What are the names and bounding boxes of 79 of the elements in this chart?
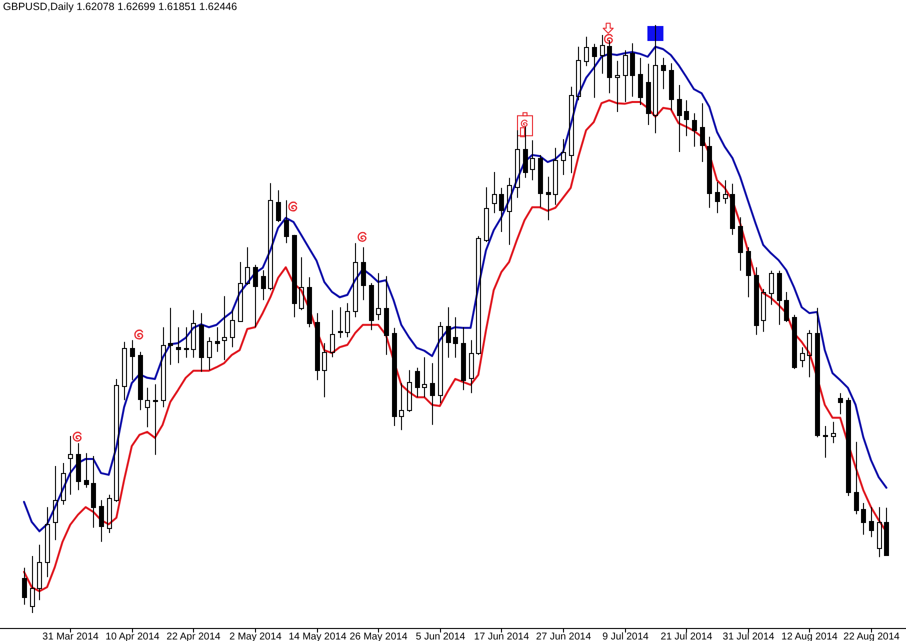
candlestick [207,336,212,371]
x-tick-label: 17 Jun 2014 [474,632,530,641]
candlestick [61,462,66,506]
candlestick [361,246,366,301]
candlestick [215,326,220,352]
candlestick [653,24,658,134]
candlestick [99,500,104,542]
candlestick [515,130,520,198]
candlestick [76,442,81,491]
candlestick [692,112,697,148]
candlestick [646,63,651,126]
candlestick [461,326,466,391]
candlestick [561,138,566,176]
candlestick [576,46,581,101]
candlestick [315,312,320,381]
x-tick-label: 31 Jul 2014 [722,632,775,641]
candlestick [176,326,181,364]
x-tick-label: 27 Jun 2014 [536,632,592,641]
candlestick [469,340,474,394]
candlestick [700,102,705,163]
candlestick [723,180,728,204]
candlestick [553,147,558,206]
candlestick [707,136,712,208]
x-tick-label: 5 Jun 2014 [416,632,466,641]
candlestick [68,436,73,496]
candlestick [168,307,173,366]
candlestick [754,266,759,336]
x-tick-label: 31 Mar 2014 [42,632,100,641]
candlestick [446,306,451,358]
candlestick [499,187,504,232]
chart-title: GBPUSD,Daily 1.62078 1.62699 1.61851 1.62446 [3,1,238,13]
candlestick [322,342,327,398]
candlestick [130,340,135,381]
candlestick [199,312,204,372]
candlestick [30,555,35,614]
candlestick [823,426,828,458]
candlestick [453,316,458,358]
candlestick [861,502,866,536]
candlestick [384,276,389,356]
candlestick [145,387,150,428]
x-tick-label: 21 Jul 2014 [660,632,713,641]
candlestick [630,42,635,98]
candlestick [338,306,343,338]
candlestick [91,456,96,528]
candlestick [191,310,196,358]
candlestick [261,270,266,301]
candlestick [422,356,427,398]
candlestick [600,34,605,74]
candlestick [492,172,497,214]
candlestick [738,216,743,272]
candlestick [222,296,227,361]
candlestick [153,384,158,456]
candlestick [715,181,720,214]
candlestick [530,140,535,181]
candlestick [677,84,682,153]
candlestick [661,57,666,90]
candlestick [399,382,404,431]
candlestick [546,176,551,221]
candlestick [838,392,843,415]
candlestick [507,177,512,246]
candlestick [669,62,674,111]
candlestick [53,466,58,541]
candlestick [638,57,643,106]
candlestick [684,100,689,137]
candlestick [877,506,882,558]
candlestick [230,310,235,348]
candlestick [45,506,50,578]
candlestick [615,60,620,113]
candlestick [831,421,836,444]
candlestick [184,326,189,358]
candlestick [84,452,89,488]
candlestick [430,362,435,426]
x-tick-label: 9 Jul 2014 [602,632,650,641]
candlestick [569,86,574,174]
candlestick [730,183,735,236]
candlestick [22,567,27,606]
candlestick [37,544,42,601]
candlestick [122,341,127,401]
candlestick [807,330,812,378]
